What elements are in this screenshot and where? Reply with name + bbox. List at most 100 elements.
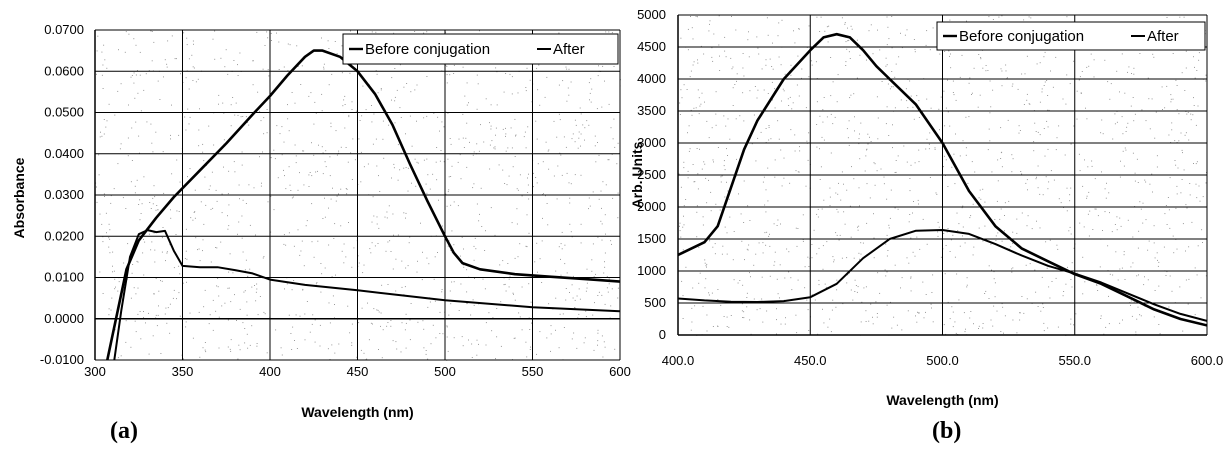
speckle-dot [598,75,599,76]
speckle-dot [569,224,570,225]
speckle-dot [1011,154,1012,155]
speckle-dot [114,188,115,189]
speckle-dot [845,61,846,62]
speckle-dot [766,311,767,312]
speckle-dot [799,172,800,173]
speckle-dot [146,121,147,122]
speckle-dot [696,236,697,237]
speckle-dot [326,166,327,167]
speckle-dot [187,109,188,110]
speckle-dot [1166,86,1167,87]
speckle-dot [254,285,255,286]
speckle-dot [1066,74,1067,75]
speckle-dot [1035,292,1036,293]
speckle-dot [685,199,686,200]
speckle-dot [112,266,113,267]
speckle-dot [896,172,897,173]
speckle-dot [816,124,817,125]
speckle-dot [1158,286,1159,287]
speckle-dot [138,288,139,289]
speckle-dot [856,285,857,286]
speckle-dot [263,312,264,313]
speckle-dot [436,147,437,148]
speckle-dot [1135,332,1136,333]
speckle-dot [736,118,737,119]
speckle-dot [510,276,511,277]
speckle-dot [426,184,427,185]
speckle-dot [919,249,920,250]
speckle-dot [907,29,908,30]
speckle-dot [609,159,610,160]
speckle-dot [387,322,388,323]
speckle-dot [1149,241,1150,242]
speckle-dot [852,300,853,301]
speckle-dot [608,159,609,160]
speckle-dot [847,128,848,129]
speckle-dot [949,20,950,21]
speckle-dot [1071,234,1072,235]
speckle-dot [706,267,707,268]
speckle-dot [383,329,384,330]
speckle-dot [727,326,728,327]
speckle-dot [560,314,561,315]
speckle-dot [895,207,896,208]
speckle-dot [137,261,138,262]
speckle-dot [426,354,427,355]
speckle-dot [527,214,528,215]
speckle-dot [443,126,444,127]
speckle-dot [791,108,792,109]
speckle-dot [131,77,132,78]
speckle-dot [480,124,481,125]
speckle-dot [212,208,213,209]
speckle-dot [232,97,233,98]
speckle-dot [176,58,177,59]
speckle-dot [939,129,940,130]
x-tick-label: 500.0 [926,353,959,368]
speckle-dot [284,142,285,143]
speckle-dot [797,246,798,247]
speckle-dot [133,83,134,84]
speckle-dot [618,288,619,289]
speckle-dot [237,234,238,235]
speckle-dot [1157,167,1158,168]
speckle-dot [1046,80,1047,81]
speckle-dot [886,58,887,59]
speckle-dot [128,155,129,156]
speckle-dot [689,125,690,126]
speckle-dot [260,296,261,297]
y-tick-label: 0.0000 [44,311,84,326]
speckle-dot [912,213,913,214]
speckle-dot [1042,277,1043,278]
speckle-dot [140,311,141,312]
speckle-dot [212,172,213,173]
speckle-dot [524,136,525,137]
speckle-dot [202,144,203,145]
speckle-dot [1135,114,1136,115]
speckle-dot [581,134,582,135]
speckle-dot [109,239,110,240]
speckle-dot [1131,73,1132,74]
speckle-dot [950,318,951,319]
speckle-dot [397,90,398,91]
speckle-dot [1022,213,1023,214]
speckle-dot [601,208,602,209]
speckle-dot [705,287,706,288]
speckle-dot [373,144,374,145]
speckle-dot [754,115,755,116]
speckle-dot [1157,155,1158,156]
speckle-dot [238,115,239,116]
speckle-dot [281,126,282,127]
speckle-dot [907,107,908,108]
speckle-dot [755,86,756,87]
speckle-dot [473,299,474,300]
speckle-dot [854,258,855,259]
speckle-dot [1164,107,1165,108]
speckle-dot [211,209,212,210]
speckle-dot [618,193,619,194]
legend: Before conjugation After [343,34,618,64]
speckle-dot [898,56,899,57]
speckle-dot [1168,135,1169,136]
speckle-dot [386,212,387,213]
speckle-dot [141,110,142,111]
speckle-dot [176,210,177,211]
